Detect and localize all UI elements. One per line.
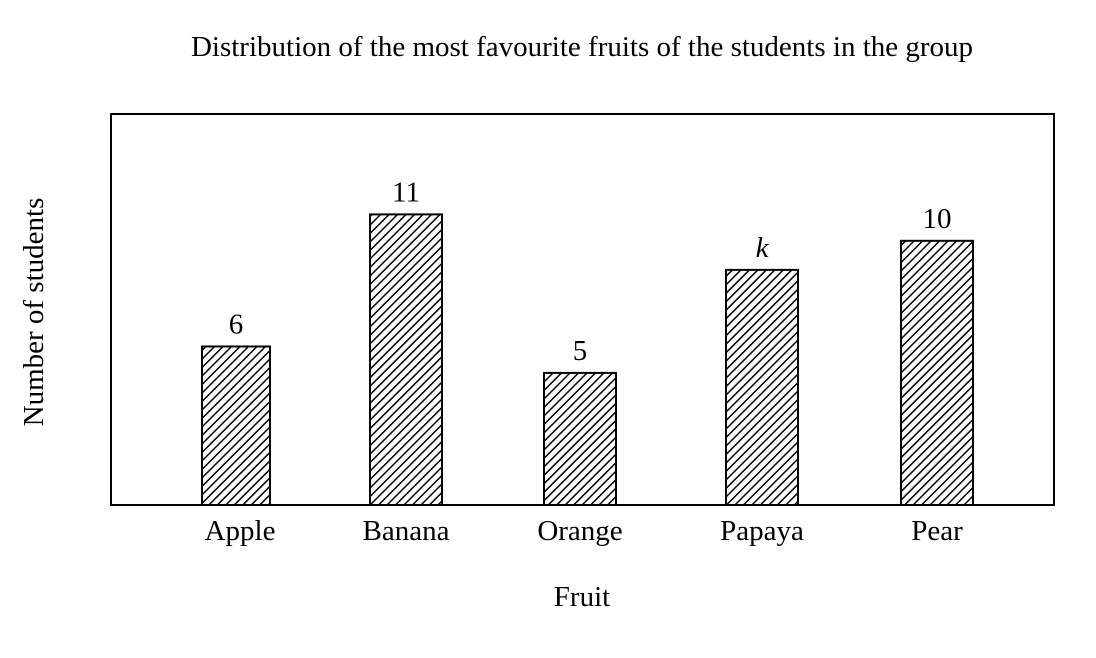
chart-title: Distribution of the most favourite fruit… bbox=[191, 31, 973, 63]
bar-orange bbox=[543, 371, 617, 506]
bar-pear bbox=[900, 239, 974, 506]
data-label-orange: 5 bbox=[573, 335, 588, 367]
data-label-banana: 11 bbox=[392, 176, 420, 208]
y-axis-label: Number of students bbox=[18, 198, 50, 427]
data-label-pear: 10 bbox=[923, 203, 952, 235]
bar-papaya bbox=[725, 268, 799, 506]
x-tick-label-banana: Banana bbox=[363, 515, 450, 547]
data-label-papaya: k bbox=[756, 232, 770, 264]
bar-banana bbox=[369, 213, 443, 506]
x-tick-label-pear: Pear bbox=[911, 515, 963, 547]
data-label-apple: 6 bbox=[229, 308, 244, 340]
bars-group: 6 Apple 11 Banana 5 Orange k Papaya 10 Pear bbox=[201, 176, 974, 547]
bar-apple bbox=[201, 345, 271, 506]
x-tick-label-apple: Apple bbox=[205, 515, 276, 547]
x-tick-label-papaya: Papaya bbox=[720, 515, 804, 547]
x-axis-label: Fruit bbox=[554, 581, 610, 613]
x-tick-label-orange: Orange bbox=[537, 515, 622, 547]
